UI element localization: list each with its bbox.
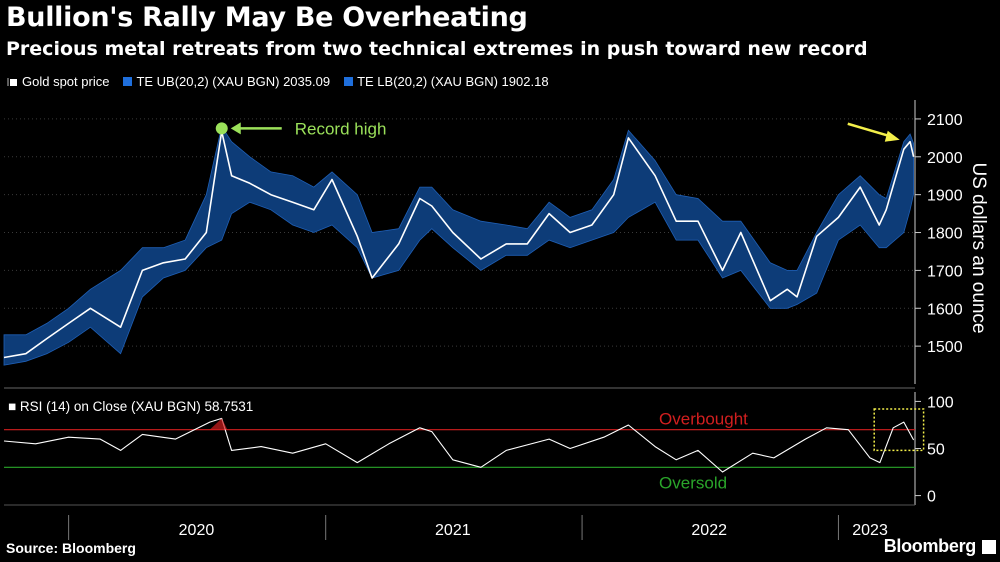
legend-label-lower: TE LB(20,2) (XAU BGN) 1902.18: [357, 74, 549, 89]
recent-peak-arrowhead: [884, 130, 900, 142]
legend-item-lower-band: TE LB(20,2) (XAU BGN) 1902.18: [344, 74, 549, 89]
x-tick-label: 2023: [852, 522, 888, 539]
legend-swatch-lower: [344, 77, 354, 86]
record-high-arrowhead: [230, 122, 241, 135]
recent-rsi-highlight: [873, 408, 925, 452]
y-tick-label: 1700: [927, 263, 963, 280]
y-tick-label: 1800: [927, 226, 963, 243]
x-tick-label: 2022: [691, 522, 727, 539]
rsi-legend-label: ■ RSI (14) on Close (XAU BGN) 58.7531: [8, 399, 253, 414]
y-tick-label: 2100: [927, 112, 963, 129]
brand-logo: Bloomberg: [883, 536, 977, 556]
overbought-label: Overbought: [659, 410, 748, 429]
legend-item-upper-band: TE UB(20,2) (XAU BGN) 2035.09: [123, 74, 330, 89]
recent-peak-arrow: [847, 122, 893, 138]
record-high-marker: [215, 122, 228, 135]
oversold-label: Oversold: [659, 473, 727, 492]
y-tick-label: 2000: [927, 150, 963, 167]
rsi-line: [3, 417, 915, 473]
legend: Gold spot price TE UB(20,2) (XAU BGN) 20…: [6, 74, 549, 89]
record-high-label: Record high: [295, 119, 387, 138]
legend-item-gold: Gold spot price: [6, 74, 109, 89]
rsi-panel: 0 50 100 ■ RSI (14) on Close (XAU BGN) 58.7…: [3, 392, 954, 506]
chart-title: Bullion's Rally May Be Overheating: [6, 2, 528, 33]
price-panel: 1500 1600 1700 1800 1900 2000 2100 US dollars a…: [3, 100, 989, 389]
rsi-y-tick-label: 50: [927, 442, 945, 459]
bollinger-band-area: [3, 125, 914, 366]
chart-subtitle: Precious metal retreats from two technic…: [6, 38, 868, 60]
key-icon: [7, 77, 17, 86]
legend-swatch-upper: [123, 77, 133, 86]
y-tick-label: 1900: [927, 188, 963, 205]
y-tick-label: 1600: [927, 301, 963, 318]
x-axis: 2020 2021 2022 2023: [4, 504, 915, 540]
rsi-y-tick-label: 100: [927, 394, 954, 411]
source-note: Source: Bloomberg: [6, 540, 136, 556]
y-axis-title: US dollars an ounce: [968, 162, 989, 333]
x-tick-label: 2020: [179, 522, 215, 539]
brand-mark-icon: [982, 540, 996, 554]
rsi-y-tick-label: 0: [927, 489, 936, 506]
x-tick-label: 2021: [435, 522, 471, 539]
legend-label-gold: Gold spot price: [22, 74, 110, 89]
gold-price-line: [3, 130, 915, 359]
y-tick-label: 1500: [927, 339, 963, 356]
overbought-fill: [209, 418, 228, 430]
legend-label-upper: TE UB(20,2) (XAU BGN) 2035.09: [136, 74, 331, 89]
